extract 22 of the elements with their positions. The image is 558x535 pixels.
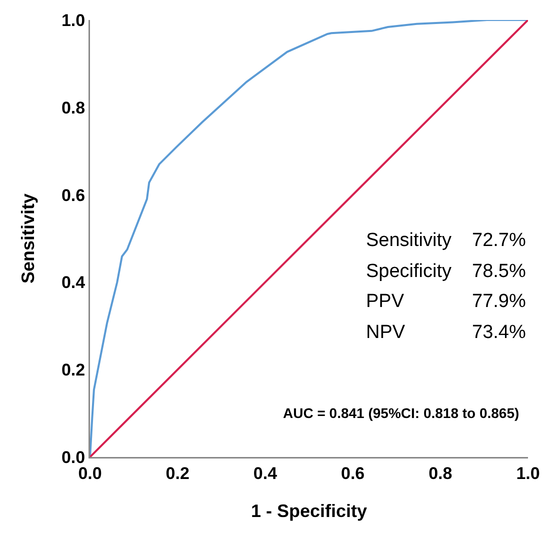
annotation: Specificity — [366, 261, 452, 282]
annotation: AUC = 0.841 (95%CI: 0.818 to 0.865) — [283, 405, 520, 421]
annotation: NPV — [366, 322, 406, 343]
y-tick-label: 1.0 — [61, 10, 86, 30]
annotation: 78.5% — [472, 261, 526, 282]
annotation: 72.7% — [472, 230, 526, 251]
x-tick-label: 0.2 — [166, 464, 190, 483]
annotation: Sensitivity — [366, 230, 452, 251]
y-tick-label: 0.8 — [61, 98, 86, 118]
y-axis-title: Sensitivity — [18, 193, 38, 284]
x-tick-label: 0.4 — [253, 464, 278, 483]
x-tick-label: 0.6 — [340, 464, 365, 483]
y-tick-label: 0.4 — [61, 273, 86, 292]
annotation: PPV — [366, 291, 404, 312]
y-tick-label: 0.2 — [61, 360, 86, 380]
y-tick-label: 0.6 — [61, 186, 86, 205]
annotation: 73.4% — [472, 322, 526, 343]
x-tick-label: 1.0 — [516, 464, 540, 483]
line-series — [90, 20, 528, 457]
x-axis-title: 1 - Specificity — [250, 500, 368, 521]
x-tick-label: 0.8 — [428, 464, 452, 483]
annotation: 77.9% — [472, 291, 526, 312]
